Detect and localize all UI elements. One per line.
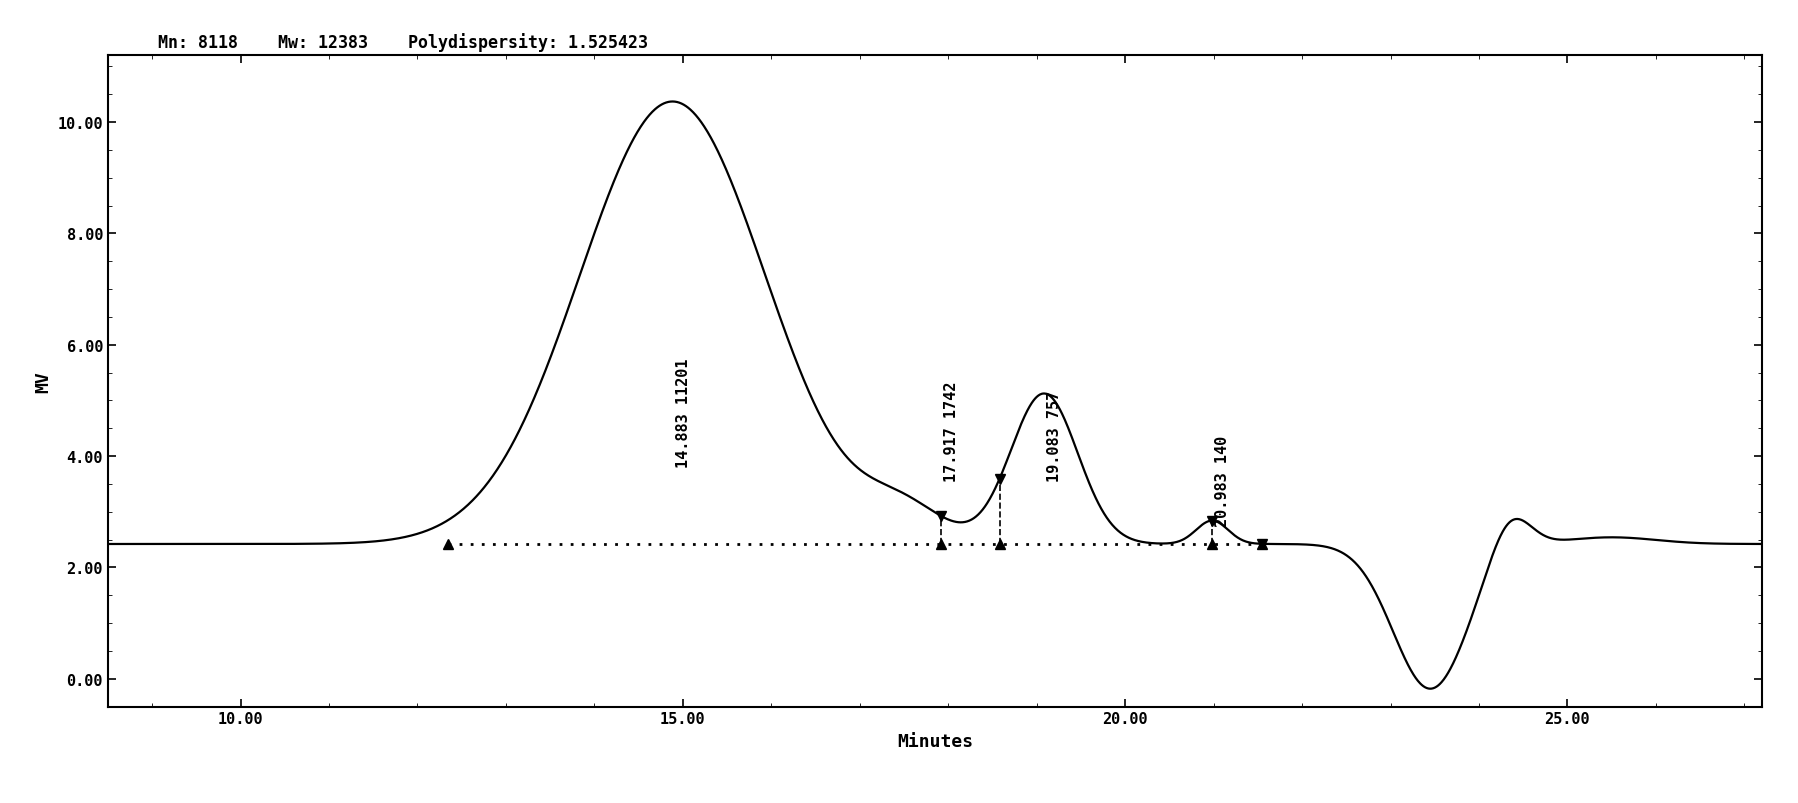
X-axis label: Minutes: Minutes	[897, 732, 973, 750]
Text: 19.083 757: 19.083 757	[1046, 390, 1063, 482]
Y-axis label: MV: MV	[34, 370, 52, 393]
Text: 17.917 1742: 17.917 1742	[944, 381, 958, 482]
Text: Mn: 8118    Mw: 12383    Polydispersity: 1.525423: Mn: 8118 Mw: 12383 Polydispersity: 1.525…	[158, 33, 647, 52]
Text: 20.983 140: 20.983 140	[1215, 435, 1230, 526]
Text: 14.883 11201: 14.883 11201	[676, 358, 690, 467]
